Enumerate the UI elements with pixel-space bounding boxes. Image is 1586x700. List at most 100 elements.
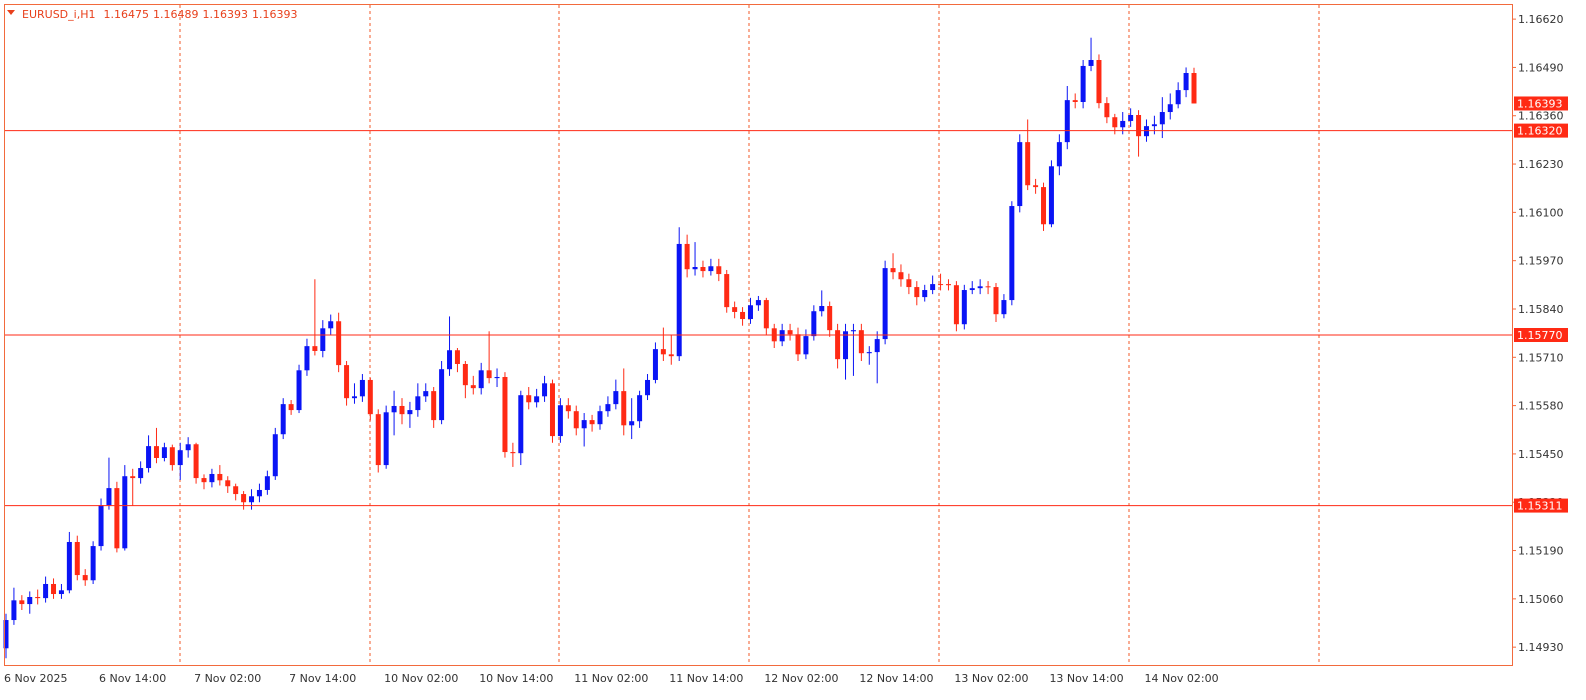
candle-body	[1017, 142, 1023, 207]
candle-body	[938, 284, 944, 286]
candle-body	[431, 391, 437, 421]
candle-body	[1033, 185, 1039, 188]
candle-body	[122, 476, 128, 549]
candle-body	[27, 596, 33, 605]
candle-body	[256, 489, 262, 497]
candle-body	[3, 620, 9, 649]
candle-body	[645, 379, 651, 396]
candle-body	[138, 468, 144, 479]
candle-body	[146, 446, 152, 469]
candle-body	[74, 541, 80, 576]
x-tick-label: 14 Nov 02:00	[1144, 672, 1218, 685]
plot-frame	[4, 4, 1513, 666]
last-close: 1.16393	[252, 8, 298, 21]
candle-body	[447, 350, 453, 370]
candle-body	[1112, 117, 1118, 128]
candle-body	[922, 290, 928, 298]
level-label-box	[1514, 498, 1568, 513]
candle-body	[454, 350, 460, 364]
last-high: 1.16489	[153, 8, 199, 21]
candle-body	[391, 405, 397, 413]
x-tick-label: 6 Nov 2025	[4, 672, 67, 685]
candle-body	[312, 346, 318, 351]
candle-body	[66, 541, 72, 591]
candle-body	[1151, 124, 1157, 127]
candle-body	[114, 488, 120, 549]
y-tick-label: 1.15060	[1518, 593, 1564, 606]
candle-body	[724, 274, 730, 308]
candle-body	[58, 590, 64, 595]
candle-body	[660, 349, 666, 355]
candle-body	[249, 496, 255, 503]
candle-body	[336, 321, 342, 366]
candle-body	[1080, 65, 1086, 102]
candle-body	[423, 391, 429, 397]
candles	[3, 37, 1197, 659]
collapse-icon[interactable]	[7, 10, 15, 15]
candle-body	[209, 473, 215, 483]
level-label: 1.16320	[1517, 125, 1563, 138]
candle-body	[1104, 103, 1110, 118]
candle-body	[241, 494, 247, 503]
candle-body	[858, 330, 864, 354]
y-tick-label: 1.15450	[1518, 448, 1564, 461]
x-tick-label: 10 Nov 02:00	[384, 672, 458, 685]
candle-body	[795, 334, 801, 355]
candle-body	[280, 404, 286, 435]
candle-body	[700, 266, 706, 272]
candle-body	[1025, 142, 1031, 186]
x-tick-label: 13 Nov 02:00	[954, 672, 1028, 685]
level-label: 1.15311	[1517, 500, 1563, 513]
candle-body	[597, 411, 603, 425]
candle-body	[1064, 100, 1070, 143]
last-open: 1.16475	[103, 8, 149, 21]
candle-body	[1096, 60, 1102, 104]
candle-body	[130, 476, 136, 479]
candle-body	[98, 505, 104, 547]
y-tick-label: 1.15190	[1518, 545, 1564, 558]
candle-body	[732, 307, 738, 312]
candle-body	[684, 243, 690, 270]
candle-body	[613, 391, 619, 405]
candle-body	[82, 575, 88, 581]
y-tick-label: 1.16360	[1518, 110, 1564, 123]
candle-body	[882, 268, 888, 340]
candle-body	[344, 365, 350, 399]
candle-body	[51, 583, 57, 595]
candle-body	[367, 379, 373, 415]
x-tick-label: 6 Nov 14:00	[99, 672, 166, 685]
bid-label-box	[1514, 96, 1568, 111]
candle-body	[605, 404, 611, 412]
candle-body	[1041, 187, 1047, 225]
candle-body	[1048, 166, 1054, 225]
candle-body	[296, 370, 302, 411]
x-tick-label: 11 Nov 14:00	[669, 672, 743, 685]
x-tick-label: 13 Nov 14:00	[1049, 672, 1123, 685]
candle-body	[415, 396, 421, 411]
candle-body	[542, 383, 548, 397]
level-label-box	[1514, 328, 1568, 342]
candle-body	[668, 354, 674, 357]
candle-body	[486, 370, 492, 379]
candle-body	[557, 405, 563, 437]
candle-body	[383, 412, 389, 466]
candle-body	[272, 434, 278, 477]
candle-body	[969, 288, 975, 291]
candle-body	[961, 290, 967, 325]
candle-body	[264, 476, 270, 490]
y-tick-label: 1.15970	[1518, 255, 1564, 268]
candle-body	[1001, 300, 1007, 315]
y-tick-label: 1.16230	[1518, 158, 1564, 171]
candle-body	[953, 285, 959, 325]
y-tick-label: 1.16100	[1518, 206, 1564, 219]
candle-body	[90, 546, 96, 581]
candle-body	[629, 421, 635, 426]
candle-body	[850, 330, 856, 332]
candle-body	[534, 396, 540, 403]
symbol: EURUSD_i,H1	[22, 8, 95, 21]
x-tick-label: 12 Nov 02:00	[764, 672, 838, 685]
candle-body	[304, 346, 310, 371]
y-tick-label: 1.15580	[1518, 400, 1564, 413]
candle-body	[439, 369, 445, 421]
